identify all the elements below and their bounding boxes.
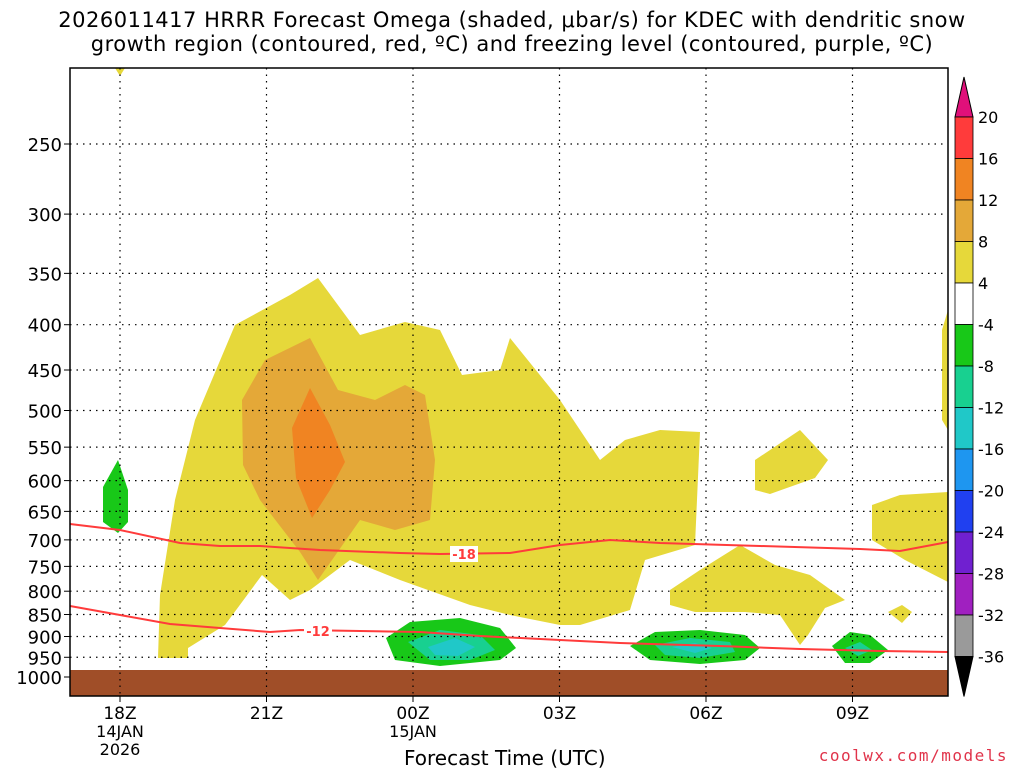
- chart-title: 2026011417 HRRR Forecast Omega (shaded, …: [0, 8, 1024, 56]
- shade-yellow-east2: [670, 545, 845, 645]
- colorbar-label: 12: [978, 191, 998, 210]
- contour-label-bg-minus12: [304, 623, 332, 639]
- shade-cyan-1: [428, 638, 475, 656]
- title-line-1: 2026011417 HRRR Forecast Omega (shaded, …: [58, 8, 966, 32]
- shade-yellow-east1: [755, 430, 828, 494]
- ground-fill: [70, 670, 948, 696]
- x-tick-label: 18Z: [103, 704, 136, 724]
- credit-text: coolwx.com/models: [818, 746, 1008, 765]
- y-tick-label: 800: [28, 582, 62, 603]
- y-tick-label: 350: [28, 264, 62, 285]
- shade-green-1: [103, 460, 128, 533]
- colorbar-swatch: [954, 365, 974, 408]
- colorbar-label: -16: [978, 440, 1004, 459]
- colorbar-swatch: [954, 531, 974, 574]
- colorbar-top-arrow: [954, 76, 974, 118]
- title-line-2: growth region (contoured, red, ºC) and f…: [90, 32, 934, 56]
- colorbar-bottom-arrow: [954, 656, 974, 697]
- shade-yellow-edge: [942, 310, 948, 430]
- y-tick-label: 450: [28, 361, 62, 382]
- gridlines: [70, 68, 948, 696]
- colorbar-label: -4: [978, 316, 994, 335]
- colorbar-label: 16: [978, 150, 998, 169]
- colorbar-label: -28: [978, 565, 1004, 584]
- x-tick-label: 21Z: [250, 704, 283, 724]
- y-axis: 2503003504004505005506006507007508008509…: [16, 135, 70, 689]
- colorbar-swatch: [954, 448, 974, 491]
- y-tick-label: 900: [28, 627, 62, 648]
- y-tick-label: 850: [28, 606, 62, 627]
- colorbar-swatch: [954, 407, 974, 450]
- colorbar-swatch: [954, 199, 974, 242]
- x-tick-label: 06Z: [689, 704, 722, 724]
- colorbar-label: 4: [978, 274, 988, 293]
- colorbar-swatch: [954, 324, 974, 367]
- shade-teal-3: [845, 642, 872, 656]
- shade-yellow-east4: [888, 605, 912, 623]
- colorbar-label: -12: [978, 399, 1004, 418]
- colorbar-label: -8: [978, 357, 994, 376]
- y-tick-label: 400: [28, 316, 62, 337]
- y-tick-label: 550: [28, 438, 62, 459]
- y-tick-label: 650: [28, 502, 62, 523]
- y-tick-label: 250: [28, 135, 62, 156]
- contour-label-minus12: -12: [306, 625, 330, 640]
- y-tick-label: 950: [28, 648, 62, 669]
- x-tick-label: 00Z: [396, 704, 429, 724]
- contours: -18 -12: [69, 523, 949, 653]
- contour-label-minus18: -18: [452, 548, 476, 563]
- colorbar-swatch: [954, 116, 974, 159]
- colorbar-swatch: [954, 282, 974, 325]
- plot-frame: [69, 67, 949, 697]
- x-tick-sublabel: 14JAN: [96, 722, 144, 741]
- contour-minus12: [69, 605, 949, 653]
- shade-yellow-top: [115, 68, 125, 76]
- omega-shading: [70, 68, 948, 696]
- colorbar-label: -32: [978, 606, 1004, 625]
- shade-orange: [292, 388, 345, 518]
- colorbar-swatch: [954, 614, 974, 657]
- y-tick-label: 600: [28, 472, 62, 493]
- y-tick-label: 750: [28, 557, 62, 578]
- colorbar-swatch: [954, 573, 974, 616]
- colorbar-label: -20: [978, 482, 1004, 501]
- colorbar-swatch: [954, 490, 974, 533]
- x-tick-sublabel: 2026: [100, 740, 141, 759]
- colorbar-label: -24: [978, 523, 1004, 542]
- colorbar-swatch: [954, 158, 974, 201]
- colorbar-label: -36: [978, 648, 1004, 667]
- y-tick-label: 700: [28, 531, 62, 552]
- colorbar-label: 20: [978, 108, 998, 127]
- colorbar-swatch: [954, 241, 974, 284]
- x-tick-label: 03Z: [543, 704, 576, 724]
- x-tick-sublabel: 15JAN: [389, 722, 437, 741]
- shade-yellow-east3: [872, 492, 948, 582]
- x-tick-label: 09Z: [836, 704, 869, 724]
- y-tick-label: 1000: [16, 668, 62, 689]
- colorbar: 20 16 12 8 4 -4 -8 -12 -16 -20 -24 -28 -32 -36: [954, 76, 1004, 697]
- y-tick-label: 300: [28, 205, 62, 226]
- colorbar-label: 8: [978, 233, 988, 252]
- contour-label-bg-minus18: [450, 546, 478, 562]
- x-axis-label: Forecast Time (UTC): [404, 746, 606, 770]
- y-tick-label: 500: [28, 402, 62, 423]
